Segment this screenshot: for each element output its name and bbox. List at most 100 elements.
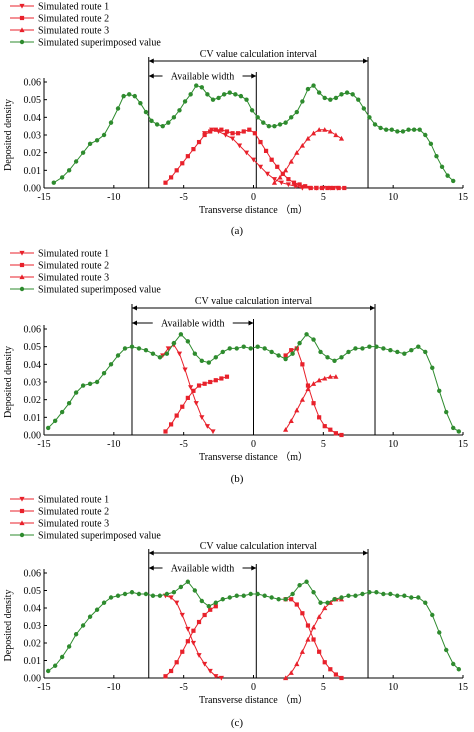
data-point xyxy=(350,92,355,97)
data-point xyxy=(210,429,216,435)
data-point xyxy=(193,401,199,406)
data-point xyxy=(243,150,250,156)
data-point xyxy=(456,667,462,672)
data-point xyxy=(180,404,185,409)
data-point xyxy=(305,86,311,92)
data-point xyxy=(168,595,174,601)
data-point xyxy=(381,346,386,351)
data-point xyxy=(157,355,163,360)
available-width-arrow-head-left xyxy=(148,73,154,79)
legend-marker xyxy=(19,262,25,268)
data-point xyxy=(290,351,295,356)
data-point xyxy=(177,108,182,113)
data-point xyxy=(136,346,142,351)
data-point xyxy=(244,97,249,102)
data-point xyxy=(199,358,205,363)
legend-marker xyxy=(19,250,25,256)
series-simulated-route-2 xyxy=(163,346,344,438)
data-point xyxy=(305,135,311,141)
y-tick-label: 0.05 xyxy=(24,342,42,353)
data-point xyxy=(165,346,171,352)
data-point xyxy=(332,358,337,363)
data-point xyxy=(283,597,288,602)
data-point xyxy=(126,92,132,97)
data-point xyxy=(255,591,260,597)
y-tick-label: 0.05 xyxy=(24,586,42,597)
data-point xyxy=(406,127,411,132)
data-point xyxy=(325,185,330,191)
data-point xyxy=(297,182,302,187)
data-point xyxy=(319,185,325,191)
data-point xyxy=(182,367,188,373)
data-point xyxy=(261,120,266,125)
data-point xyxy=(283,356,288,362)
data-point xyxy=(174,600,180,606)
data-point xyxy=(164,591,170,597)
data-point xyxy=(73,159,79,164)
series-simulated-route-3 xyxy=(271,127,345,185)
data-point xyxy=(299,397,305,402)
data-point xyxy=(94,607,100,612)
data-point xyxy=(129,590,135,595)
data-point xyxy=(241,593,246,598)
data-point xyxy=(367,115,372,120)
data-point xyxy=(188,385,194,390)
y-tick-label: 0.02 xyxy=(24,639,42,650)
series-simulated-route-3 xyxy=(283,596,345,681)
data-point xyxy=(361,106,367,111)
data-point xyxy=(252,131,257,136)
legend-label: Simulated route 3 xyxy=(38,519,109,530)
data-point xyxy=(339,595,344,600)
data-point xyxy=(196,383,202,388)
data-point xyxy=(423,600,428,605)
data-point xyxy=(400,129,406,134)
x-tick-label: 10 xyxy=(388,439,398,450)
data-point xyxy=(322,424,327,429)
data-point xyxy=(213,378,218,383)
y-tick-label: 0.01 xyxy=(24,656,42,667)
data-point xyxy=(269,595,274,600)
legend-label: Simulated route 3 xyxy=(38,273,109,284)
data-point xyxy=(316,90,322,95)
data-point xyxy=(87,141,93,147)
data-point xyxy=(206,360,212,365)
data-point xyxy=(191,388,196,393)
x-axis-label: Transverse distance （m） xyxy=(199,204,308,216)
data-point xyxy=(423,349,428,355)
data-point xyxy=(294,109,299,115)
data-point xyxy=(171,115,177,120)
data-point xyxy=(248,346,253,351)
cv-interval-arrow-head-left xyxy=(148,58,154,64)
data-point xyxy=(150,351,156,356)
data-point xyxy=(94,138,100,143)
data-point xyxy=(213,674,219,679)
data-point xyxy=(277,174,283,180)
available-width-label-bg xyxy=(162,562,243,574)
data-point xyxy=(294,661,300,667)
legend-marker xyxy=(19,520,25,526)
data-point xyxy=(108,595,114,600)
data-point xyxy=(318,600,323,605)
data-point xyxy=(333,672,339,677)
data-point xyxy=(210,97,216,102)
y-tick-label: 0.05 xyxy=(24,95,42,106)
series-simulated-route-3 xyxy=(283,374,339,432)
data-point xyxy=(402,351,407,356)
data-point xyxy=(289,348,294,353)
data-point xyxy=(289,115,294,120)
data-point xyxy=(180,649,185,654)
data-point xyxy=(222,132,229,138)
legend-marker xyxy=(19,274,25,280)
y-tick-label: 0.06 xyxy=(24,569,42,580)
data-point xyxy=(288,158,294,164)
data-point xyxy=(328,667,333,672)
data-point xyxy=(174,168,179,173)
data-point xyxy=(101,132,107,138)
data-point xyxy=(163,180,168,185)
x-tick-label: -5 xyxy=(179,682,187,693)
data-point xyxy=(52,418,58,424)
data-point xyxy=(325,600,330,605)
series-line xyxy=(162,344,214,432)
y-tick-label: 0.04 xyxy=(24,604,42,615)
